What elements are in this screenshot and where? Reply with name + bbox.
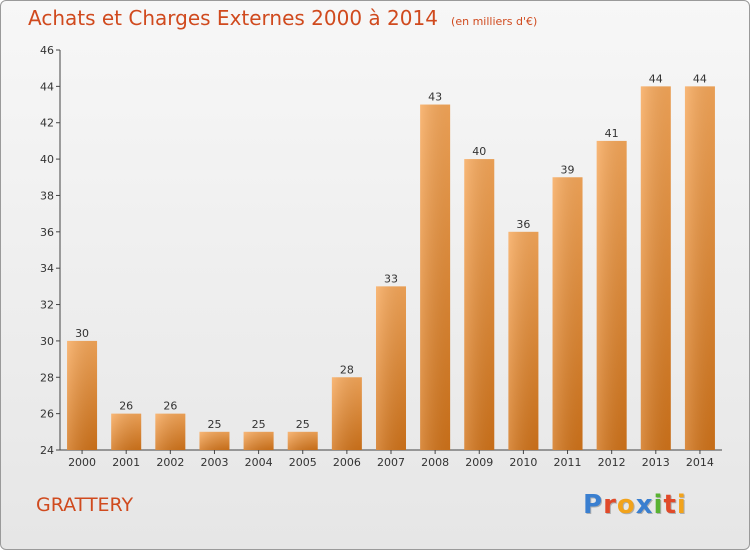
logo-letter: i	[653, 490, 664, 520]
y-tick-label: 24	[40, 444, 54, 457]
bar-shade	[287, 431, 318, 450]
x-tick-label: 2004	[245, 456, 273, 469]
bar-shade	[640, 86, 671, 450]
y-tick-label: 36	[40, 226, 54, 239]
data-label: 25	[252, 418, 266, 431]
bar-shade	[376, 286, 406, 450]
bar-shade	[684, 86, 715, 450]
bar-shade	[67, 340, 98, 450]
logo-letter: P	[583, 490, 604, 520]
bar-shade	[464, 159, 495, 450]
x-tick-label: 2010	[509, 456, 537, 469]
data-label: 36	[516, 218, 530, 231]
proxiti-logo: Proxiti	[583, 490, 687, 520]
bar-shade	[243, 431, 274, 450]
data-label: 39	[561, 163, 575, 176]
x-tick-label: 2007	[377, 456, 405, 469]
logo-letter: i	[676, 490, 687, 520]
data-label: 44	[693, 72, 707, 85]
data-label: 25	[207, 418, 221, 431]
logo-letter: x	[635, 490, 654, 520]
data-label: 43	[428, 91, 442, 104]
chart-title: Achats et Charges Externes 2000 à 2014	[28, 6, 438, 30]
bar-shade	[199, 431, 230, 450]
x-tick-label: 2011	[554, 456, 582, 469]
data-label: 25	[296, 418, 310, 431]
bar-shade	[155, 413, 186, 450]
x-tick-label: 2003	[200, 456, 228, 469]
bar-shade	[508, 231, 539, 450]
data-label: 41	[605, 127, 619, 140]
data-label: 28	[340, 363, 354, 376]
x-tick-label: 2014	[686, 456, 714, 469]
commune-name: GRATTERY	[36, 494, 134, 516]
x-tick-label: 2008	[421, 456, 449, 469]
x-tick-label: 2012	[598, 456, 626, 469]
y-tick-label: 44	[40, 80, 54, 93]
y-tick-label: 28	[40, 371, 54, 384]
logo-letter: r	[603, 490, 617, 520]
bar-shade	[596, 140, 627, 450]
data-label: 26	[119, 400, 133, 413]
data-label: 40	[472, 145, 486, 158]
bar-shade	[111, 413, 142, 450]
y-tick-label: 30	[40, 335, 54, 348]
x-tick-label: 2006	[333, 456, 361, 469]
y-tick-label: 38	[40, 189, 54, 202]
x-tick-label: 2013	[642, 456, 670, 469]
chart-unit: (en milliers d'€)	[451, 15, 538, 28]
logo-letter: t	[663, 490, 677, 520]
bar-shade	[331, 377, 362, 450]
data-label: 44	[649, 72, 663, 85]
x-tick-label: 2009	[465, 456, 493, 469]
data-label: 30	[75, 327, 89, 340]
title-row: Achats et Charges Externes 2000 à 2014 (…	[28, 6, 537, 30]
x-tick-label: 2002	[156, 456, 184, 469]
logo-letter: o	[616, 490, 636, 520]
y-tick-label: 46	[40, 44, 54, 57]
data-label: 26	[163, 400, 177, 413]
x-tick-label: 2001	[112, 456, 140, 469]
y-tick-label: 40	[40, 153, 54, 166]
y-tick-label: 34	[40, 262, 54, 275]
bar-shade	[420, 104, 451, 450]
y-tick-label: 42	[40, 117, 54, 130]
data-label: 33	[384, 272, 398, 285]
y-tick-label: 32	[40, 299, 54, 312]
x-tick-label: 2000	[68, 456, 96, 469]
x-tick-label: 2005	[289, 456, 317, 469]
y-tick-label: 26	[40, 408, 54, 421]
bar-shade	[552, 177, 583, 451]
